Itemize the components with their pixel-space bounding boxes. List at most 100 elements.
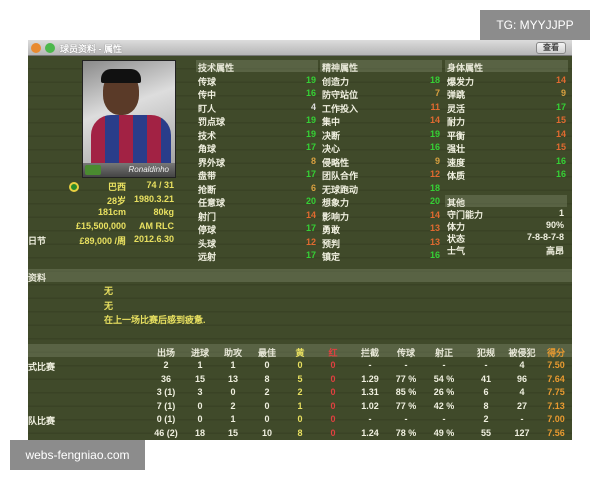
technical-attr-label: 盘带 xyxy=(198,171,217,181)
player-weight: 80kg xyxy=(153,207,174,217)
other-header-band xyxy=(445,195,567,207)
mental-attr-label: 侵略性 xyxy=(322,157,350,168)
technical-header: 技术属性 xyxy=(198,63,235,73)
stats-cell: 1 xyxy=(197,360,203,370)
player-name: Ronaldinho xyxy=(83,163,175,177)
player-profile-window: 球员资料 - 属性 查看 Ronaldinho 巴西 74 / 31 28岁 1980… xyxy=(28,40,572,440)
mental-attr-label: 集中 xyxy=(322,117,341,127)
player-contract: 2012.6.30 xyxy=(133,234,174,244)
player-caps: 74 / 31 xyxy=(146,180,174,190)
stats-cell: 1.29 xyxy=(361,373,379,384)
stats-cell: - xyxy=(484,360,488,370)
stats-cell: 7.75 xyxy=(547,387,565,397)
stats-cell: - xyxy=(404,414,408,424)
technical-attr-label: 射门 xyxy=(198,211,217,222)
stats-header: 黄 xyxy=(295,348,305,358)
stats-cell: 2 xyxy=(163,360,169,370)
mental-attr-value: 16 xyxy=(429,142,440,152)
mental-attr-value: 13 xyxy=(429,223,440,233)
stats-row-label: 式比赛 xyxy=(28,362,56,372)
stats-cell: 10 xyxy=(261,427,272,438)
mental-attr-value: 18 xyxy=(429,74,440,85)
wage-label: 日节 xyxy=(28,236,47,246)
close-dot-icon[interactable] xyxy=(31,43,41,53)
stats-cell: 7 (1) xyxy=(156,400,176,411)
stats-header: 得分 xyxy=(546,348,565,358)
other-label: 状态 xyxy=(447,234,466,244)
stats-cell: 0 xyxy=(330,373,336,384)
stats-cell: 1 xyxy=(297,400,303,411)
stats-cell: 7.64 xyxy=(547,373,565,384)
stats-cell: 18 xyxy=(194,427,205,438)
mental-header: 精神属性 xyxy=(322,63,359,73)
player-photo: Ronaldinho xyxy=(82,60,176,178)
technical-attr-value: 4 xyxy=(310,101,316,112)
stats-cell: 5 xyxy=(297,373,303,384)
stats-cell: 77 % xyxy=(395,400,417,411)
stats-header: 最佳 xyxy=(257,348,276,358)
physical-attr-value: 16 xyxy=(555,169,566,179)
view-button[interactable]: 查看 xyxy=(536,42,566,54)
mental-attr-value: 7 xyxy=(434,88,440,98)
technical-attr-value: 20 xyxy=(305,196,316,206)
player-position: AM RLC xyxy=(139,220,174,231)
physical-attr-label: 强壮 xyxy=(447,144,466,154)
technical-attr-value: 17 xyxy=(305,169,316,179)
stats-cell: 1 xyxy=(230,360,236,370)
stats-cell: 55 xyxy=(480,427,491,438)
stats-cell: 8 xyxy=(483,400,489,411)
physical-attr-label: 灵活 xyxy=(447,103,466,114)
stats-cell: 0 xyxy=(264,360,270,370)
mental-attr-label: 团队合作 xyxy=(322,171,359,181)
other-value: 90% xyxy=(545,220,564,230)
technical-attr-value: 8 xyxy=(310,155,316,166)
stats-cell: 4 xyxy=(519,387,525,397)
mental-attr-label: 决断 xyxy=(322,130,341,141)
physical-attr-label: 弹跳 xyxy=(447,90,466,100)
stats-cell: 78 % xyxy=(395,427,417,438)
stats-cell: - xyxy=(442,360,446,370)
window-title: 球员资料 - 属性 xyxy=(60,44,122,54)
watermark-top: TG: MYYJJPP xyxy=(480,10,590,40)
technical-attr-label: 任意球 xyxy=(198,198,226,208)
stats-cell: - xyxy=(404,360,408,370)
stats-cell: 2 xyxy=(230,400,236,411)
stats-cell: 46 (2) xyxy=(154,427,178,438)
mental-attr-label: 无球跑动 xyxy=(322,184,359,195)
mental-attr-label: 镇定 xyxy=(322,252,341,262)
stats-cell: - xyxy=(368,360,372,370)
other-label: 守门能力 xyxy=(447,210,484,220)
mental-attr-value: 13 xyxy=(429,236,440,247)
stats-cell: 7.50 xyxy=(547,360,565,370)
info-line: 无 xyxy=(104,300,114,311)
mental-header-band xyxy=(320,60,442,72)
stats-cell: 0 xyxy=(330,400,336,411)
stats-cell: 54 % xyxy=(433,373,455,384)
other-label: 体力 xyxy=(447,222,466,232)
watermark-bottom: webs-fengniao.com xyxy=(10,440,145,470)
technical-attr-label: 技术 xyxy=(198,130,217,141)
technical-header-band xyxy=(196,60,318,72)
stats-cell: - xyxy=(442,414,446,424)
stats-cell: 85 % xyxy=(395,387,417,397)
stats-header: 犯规 xyxy=(476,348,495,358)
physical-header-band xyxy=(445,60,568,72)
technical-attr-value: 19 xyxy=(305,128,316,139)
technical-attr-label: 罚点球 xyxy=(198,117,226,127)
player-nation: 巴西 xyxy=(107,182,126,192)
stats-cell: - xyxy=(520,414,524,424)
physical-attr-value: 14 xyxy=(555,74,566,85)
physical-attr-label: 体质 xyxy=(447,171,466,181)
mental-attr-value: 14 xyxy=(429,115,440,125)
stats-cell: 2 xyxy=(264,387,270,397)
stats-cell: 36 xyxy=(160,373,171,384)
stats-cell: 13 xyxy=(227,373,238,384)
physical-attr-value: 15 xyxy=(555,115,566,125)
info-line: 在上一场比赛后感到疲惫. xyxy=(104,315,206,325)
stats-cell: 0 xyxy=(230,387,236,397)
stats-cell: 0 xyxy=(264,400,270,411)
technical-attr-value: 16 xyxy=(305,88,316,98)
zoom-dot-icon[interactable] xyxy=(45,43,55,53)
technical-attr-label: 界外球 xyxy=(198,157,226,168)
stats-header: 传球 xyxy=(396,348,415,358)
